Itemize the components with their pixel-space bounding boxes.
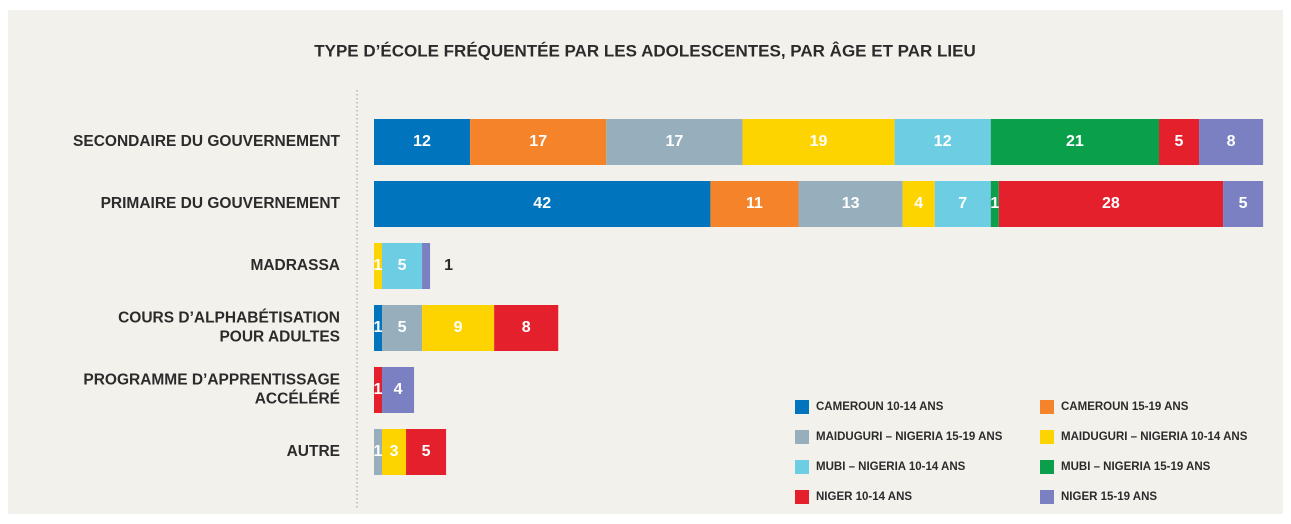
bar-segment [374,305,383,351]
bar-segment [1199,119,1264,165]
legend-label: CAMEROUN 10-14 ANS [816,401,944,413]
value-label: 9 [454,319,463,336]
bar-segment [742,119,895,165]
legend-swatch [795,430,809,444]
value-label: 1 [374,319,383,336]
value-label: 5 [398,257,407,274]
value-label: 12 [413,133,431,150]
value-label: 21 [1066,133,1084,150]
bar-segment [990,119,1159,165]
bar-segment [990,181,999,227]
value-label: 12 [934,133,952,150]
bar-segment [382,305,423,351]
value-label: 1 [374,381,383,398]
bar-segment [374,119,471,165]
value-label: 11 [746,195,763,212]
value-label: 1 [444,257,453,274]
value-label: 4 [394,381,403,398]
value-label: 42 [533,195,551,212]
category-label-line: ACCÉLÉRÉ [255,391,340,408]
legend-swatch [795,490,809,504]
bar-segment [470,119,607,165]
legend-label: CAMEROUN 15-19 ANS [1061,401,1189,413]
bar-segment [1223,181,1264,227]
background [8,10,1283,514]
bar-segment [422,305,495,351]
bar-segment [374,181,711,227]
bar-segment [798,181,903,227]
value-label: 5 [1239,195,1248,212]
value-label: 5 [398,319,407,336]
value-label: 17 [665,133,683,150]
bar-segment [894,119,991,165]
bar-segment [1158,119,1200,165]
legend-swatch [795,400,809,414]
legend-label: NIGER 10-14 ANS [816,491,912,503]
legend-label: NIGER 15-19 ANS [1061,491,1157,503]
bar-segment [494,305,559,351]
value-label: 8 [522,319,531,336]
value-label: 5 [422,443,431,460]
bar-segment [934,181,991,227]
bar-segment [406,429,447,475]
category-label: PRIMAIRE DU GOUVERNEMENT [101,195,341,212]
bar-segment [382,243,423,289]
bar-segment [382,367,415,413]
bar-segment [606,119,743,165]
value-label: 8 [1227,133,1236,150]
bar-segment [374,429,383,475]
category-label-line: AUTRE [287,443,340,460]
legend-label: MUBI – NIGERIA 10-14 ANS [816,461,966,473]
value-label: 28 [1102,195,1120,212]
legend-swatch [1040,490,1054,504]
value-label: 7 [958,195,967,212]
value-label: 5 [1175,133,1184,150]
bar-segment [710,181,799,227]
category-label: COURS D’ALPHABÉTISATION POUR ADULTES [118,310,340,346]
value-label: 13 [842,195,860,212]
value-label: 17 [529,133,547,150]
category-label-line: SECONDAIRE DU GOUVERNEMENT [73,133,340,150]
category-label-line: PRIMAIRE DU GOUVERNEMENT [101,195,341,212]
category-label: MADRASSA [250,257,340,274]
bar-segment [998,181,1224,227]
value-label: 1 [374,443,383,460]
legend-label: MUBI – NIGERIA 15-19 ANS [1061,461,1211,473]
value-label: 1 [374,257,383,274]
category-label: PROGRAMME D’APPRENTISSAGE ACCÉLÉRÉ [83,372,340,408]
category-label-line: COURS D’ALPHABÉTISATION [118,310,340,327]
bar-segment [422,243,431,289]
legend-label: MAIDUGURI – NIGERIA 10-14 ANS [1061,431,1248,443]
bar-segment [374,367,383,413]
chart-title: TYPE D’ÉCOLE FRÉQUENTÉE PAR LES ADOLESCE… [314,41,976,60]
category-label: SECONDAIRE DU GOUVERNEMENT [73,133,340,150]
value-label: 3 [390,443,399,460]
bar-segment [902,181,935,227]
bar-segment [374,243,383,289]
category-label-line: MADRASSA [250,257,340,274]
legend-label: MAIDUGURI – NIGERIA 15-19 ANS [816,431,1003,443]
category-label-line: PROGRAMME D’APPRENTISSAGE [83,372,340,389]
category-label: AUTRE [287,443,340,460]
value-label: 1 [990,195,999,212]
legend-swatch [795,460,809,474]
bar-segment [382,429,407,475]
legend-swatch [1040,400,1054,414]
legend-swatch [1040,430,1054,444]
value-label: 19 [810,133,828,150]
legend-swatch [1040,460,1054,474]
value-label: 4 [914,195,923,212]
category-label-line: POUR ADULTES [219,329,340,346]
